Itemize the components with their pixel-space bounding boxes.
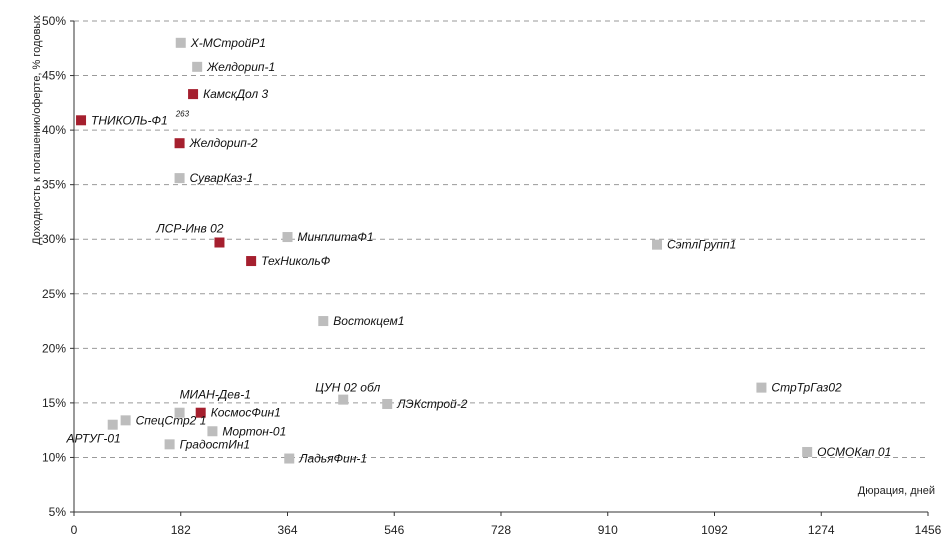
x-tick-label: 0 — [71, 523, 78, 537]
data-point — [652, 239, 663, 250]
data-point — [207, 426, 218, 437]
data-point — [175, 37, 186, 48]
data-point — [76, 115, 87, 126]
point-labels: Х-МСтройР1 Желдорип-1 КамскДол 3 ТНИКОЛЬ-Ф1… — [65, 36, 891, 466]
data-point — [382, 398, 393, 409]
data-point — [756, 382, 767, 393]
data-point — [214, 237, 225, 248]
data-point — [192, 61, 203, 72]
data-point — [802, 446, 813, 457]
y-tick-label: 15% — [42, 396, 66, 410]
point-label: ЛСР-Инв 02 — [155, 221, 223, 235]
point-label: ТНИКОЛЬ-Ф1 — [91, 113, 168, 127]
point-label: ГрадостИн1 — [180, 437, 251, 451]
data-point — [282, 232, 293, 243]
y-tick-label: 25% — [42, 287, 66, 301]
x-tick-label: 1274 — [808, 523, 835, 537]
point-label: КосмосФин1 — [211, 406, 281, 420]
point-label: Х-МСтройР1 — [190, 36, 266, 50]
y-tick-label: 40% — [42, 123, 66, 137]
point-label: ТехНикольФ — [261, 254, 331, 268]
data-point — [107, 419, 118, 430]
data-point — [174, 173, 185, 184]
data-point — [120, 415, 131, 426]
point-label: СуварКаз-1 — [190, 171, 254, 185]
point-label: Востокцем1 — [333, 314, 404, 328]
x-tick-label: 910 — [598, 523, 618, 537]
y-tick-label: 50% — [42, 14, 66, 28]
x-tick-label: 1092 — [701, 523, 728, 537]
data-point — [318, 316, 329, 327]
data-point — [284, 453, 295, 464]
point-label: ОСМОКап 01 — [817, 445, 891, 459]
y-tick-label: 30% — [42, 232, 66, 246]
point-label: Мортон-01 — [222, 424, 286, 438]
y-tick-label: 45% — [42, 69, 66, 83]
point-label: КамскДол 3 — [203, 87, 268, 101]
point-label: Желдорип-2 — [189, 136, 258, 150]
x-tick-label: 182 — [171, 523, 191, 537]
grid-lines — [74, 20, 928, 458]
data-point — [164, 439, 175, 450]
point-label: МИАН-Дев-1 — [180, 388, 251, 402]
data-points — [76, 37, 813, 464]
y-tick-label: 10% — [42, 450, 66, 464]
data-point — [188, 89, 199, 100]
data-point — [246, 256, 257, 267]
point-label: Желдорип-1 — [206, 60, 275, 74]
point-label: ЛЭКстрой-2 — [396, 397, 468, 411]
data-point — [195, 407, 206, 418]
point-label-superscript: 263 — [175, 109, 190, 118]
y-tick-label: 5% — [49, 505, 67, 519]
y-tick-label: 35% — [42, 178, 66, 192]
y-tick-label: 20% — [42, 341, 66, 355]
point-label: ЛадьяФин-1 — [298, 452, 367, 466]
point-label: СтрТрГаз02 — [771, 381, 842, 395]
tick-labels: 5% 10% 15% 20% 25% 30% 35% 40% 45% 50% 0 182 364 546 7… — [42, 14, 942, 537]
point-label: АРТУГ-01 — [65, 432, 120, 446]
x-tick-label: 728 — [491, 523, 511, 537]
point-label: СэтлГрупп1 — [667, 238, 736, 252]
x-tick-label: 1456 — [915, 523, 942, 537]
x-tick-label: 546 — [384, 523, 404, 537]
point-label: СпецСтр2 1 — [136, 413, 207, 427]
data-point — [174, 138, 185, 149]
x-tick-label: 364 — [277, 523, 297, 537]
data-point — [174, 407, 185, 418]
point-label: ЦУН 02 обл — [315, 381, 380, 395]
point-label: МинплитаФ1 — [298, 230, 374, 244]
x-axis-title: Дюрация, дней — [858, 485, 935, 497]
data-point — [338, 394, 349, 405]
axes — [70, 20, 929, 516]
y-axis-title: Доходность к погашению/оферте, % годовых — [31, 15, 43, 245]
